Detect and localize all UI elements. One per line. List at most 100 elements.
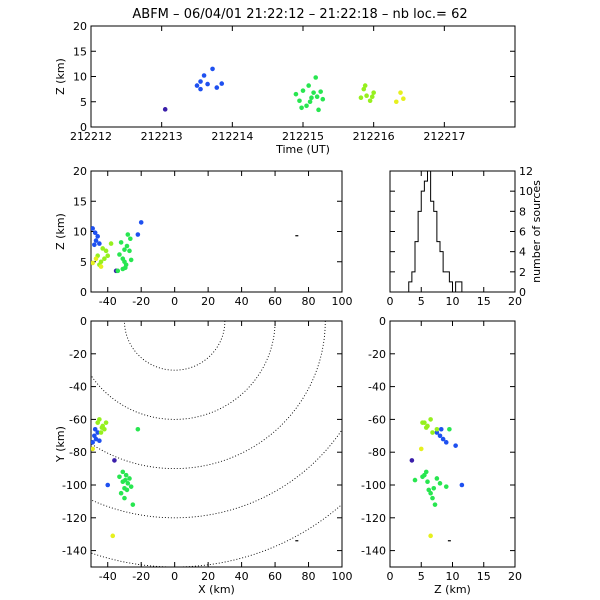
x-tick-label: 80: [302, 570, 316, 583]
source-point: [432, 502, 438, 507]
x-tick-label: 60: [268, 295, 282, 308]
source-point: [437, 433, 443, 439]
title-station: ABFM: [132, 7, 169, 22]
y-tick-label: 0: [80, 286, 87, 299]
x-tick-label: 5: [418, 570, 425, 583]
source-point: [214, 85, 220, 90]
y-tick-label: 8: [519, 205, 526, 218]
y-tick-label: 20: [73, 20, 87, 33]
x-tick-label: 20: [201, 295, 215, 308]
histogram-bin: [459, 282, 462, 292]
y-tick-label: -100: [361, 479, 386, 492]
source-point: [100, 246, 106, 251]
title-nb-value: 62: [451, 7, 468, 22]
x-tick-label: 0: [387, 570, 394, 583]
source-point: [198, 86, 203, 92]
y-tick-label: 5: [80, 256, 87, 269]
histogram-bin: [446, 272, 449, 292]
source-point: [118, 490, 124, 496]
chart-time-height: 212212 212213 212214 212215 212216 212217 0 5 10…: [54, 20, 516, 156]
plot-frame: [90, 170, 343, 293]
x-tick-label: 212217: [423, 130, 465, 143]
source-point: [118, 240, 124, 245]
source-point: [128, 484, 134, 489]
source-point: [297, 98, 302, 104]
source-point: [103, 420, 109, 425]
x-tick-label: 0: [171, 570, 178, 583]
scatter-points: [409, 417, 465, 542]
x-tick-label: 15: [477, 295, 491, 308]
histogram-bin: [443, 272, 446, 292]
histogram-bin: [428, 171, 431, 292]
source-point: [127, 476, 132, 481]
source-point: [434, 476, 440, 481]
source-point: [162, 107, 168, 112]
source-point: [91, 440, 95, 445]
source-point: [314, 94, 320, 99]
plot-frame: [90, 25, 516, 128]
source-point: [122, 495, 127, 501]
x-axis-label: Z (km): [434, 583, 471, 596]
source-point: [117, 474, 122, 480]
source-point: [423, 469, 429, 475]
source-point: [309, 95, 314, 101]
y-tick-label: 0: [379, 315, 386, 328]
source-point: [364, 93, 369, 98]
source-point: [307, 99, 313, 105]
source-point: [306, 83, 311, 88]
source-point: [295, 540, 299, 542]
y-axis-label: Z (km): [54, 213, 67, 250]
source-point: [102, 256, 107, 262]
source-point: [130, 502, 136, 507]
x-tick-label: 60: [268, 570, 282, 583]
source-point: [313, 75, 319, 80]
source-point: [117, 252, 122, 257]
source-point: [91, 260, 95, 266]
source-point: [123, 265, 128, 271]
y-tick-label: 10: [73, 71, 87, 84]
source-point: [423, 425, 429, 430]
source-point: [401, 96, 406, 102]
source-point: [447, 540, 451, 542]
histogram-bin: [424, 181, 427, 292]
histogram-bin: [412, 272, 415, 292]
x-tick-label: 212214: [211, 130, 253, 143]
source-point: [304, 103, 309, 109]
x-tick-label: 212213: [141, 130, 183, 143]
source-point: [135, 232, 141, 237]
histogram-bin: [437, 242, 440, 292]
source-point: [205, 81, 210, 87]
source-point: [127, 248, 132, 254]
source-point: [420, 420, 425, 425]
source-point: [371, 90, 376, 95]
source-point: [358, 95, 364, 101]
title-date: 06/04/01: [184, 7, 242, 22]
source-point: [438, 426, 444, 432]
x-tick-label: 40: [235, 570, 249, 583]
y-tick-label: 10: [73, 226, 87, 239]
source-point: [443, 484, 449, 489]
source-point: [128, 257, 134, 263]
y-tick-label: 4: [519, 246, 526, 259]
source-point: [316, 107, 321, 113]
x-tick-label: -40: [99, 295, 117, 308]
source-point: [430, 495, 435, 501]
y-tick-label: -20: [368, 348, 386, 361]
source-point: [110, 533, 116, 539]
source-point: [431, 485, 437, 491]
source-point: [124, 243, 130, 249]
y-tick-label: 12: [519, 165, 533, 178]
source-point: [105, 253, 111, 258]
y-tick-label: -60: [69, 413, 87, 426]
plot-frame: [389, 320, 516, 568]
source-point: [198, 79, 203, 84]
range-ring: [91, 321, 326, 470]
source-point: [398, 90, 403, 95]
source-point: [210, 66, 215, 72]
chart-z-y-side: 0 5 10 15 20 -140 -120 -100 -80 -60 -40 -20 0 Z (km): [361, 315, 522, 596]
y-tick-label: -40: [368, 381, 386, 394]
y-tick-label: -140: [361, 545, 386, 558]
y-tick-label: -40: [69, 381, 87, 394]
source-point: [437, 481, 443, 486]
source-point: [194, 83, 200, 88]
